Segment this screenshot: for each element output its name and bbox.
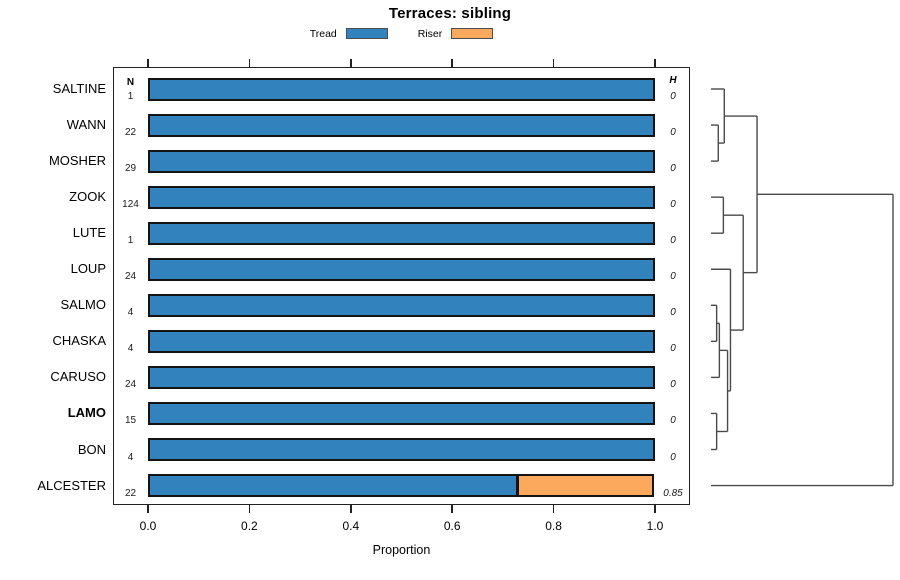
n-value: 4 bbox=[127, 343, 134, 355]
x-axis-tick bbox=[654, 505, 656, 513]
bar-row bbox=[148, 329, 655, 353]
x-axis-top-tick bbox=[147, 59, 149, 67]
n-value: 29 bbox=[124, 163, 137, 175]
row-label: WANN bbox=[66, 117, 106, 133]
bar-row bbox=[148, 401, 655, 425]
h-value: 0 bbox=[670, 235, 676, 247]
bar-row bbox=[148, 293, 655, 317]
x-axis-tick-label: 0.0 bbox=[139, 519, 157, 533]
bar-tread-segment bbox=[148, 401, 655, 425]
axis-title: Proportion bbox=[372, 543, 431, 557]
chart-title: Terraces: sibling bbox=[388, 5, 512, 22]
x-axis-top-tick bbox=[654, 59, 656, 67]
legend-item-tread: Tread bbox=[310, 28, 388, 40]
bar-row bbox=[148, 185, 655, 209]
x-axis-tick-label: 1.0 bbox=[646, 519, 664, 533]
bar-row bbox=[148, 149, 655, 173]
row-label: LOUP bbox=[70, 261, 106, 277]
x-axis-top-tick bbox=[350, 59, 352, 67]
x-axis-top-tick bbox=[451, 59, 453, 67]
h-value: 0 bbox=[670, 199, 676, 211]
x-axis-top-tick bbox=[248, 59, 251, 67]
legend-label-tread: Tread bbox=[309, 27, 337, 40]
bar-tread-segment bbox=[148, 474, 519, 498]
x-axis-top-tick bbox=[552, 59, 555, 67]
row-label: ZOOK bbox=[69, 189, 106, 205]
n-column-header: N bbox=[126, 77, 135, 88]
row-label: ALCESTER bbox=[37, 477, 106, 493]
h-value: 0 bbox=[670, 307, 676, 319]
bar-tread-segment bbox=[148, 293, 655, 317]
h-value: 0.85 bbox=[663, 487, 683, 499]
bar-tread-segment bbox=[148, 365, 655, 389]
x-axis-tick-label: 0.6 bbox=[443, 519, 461, 533]
h-column-header: H bbox=[669, 75, 677, 86]
x-axis-tick bbox=[147, 505, 149, 513]
bar-tread-segment bbox=[148, 113, 655, 137]
bar-tread-segment bbox=[148, 329, 655, 353]
bar-row bbox=[148, 438, 655, 461]
bar-row bbox=[148, 257, 655, 281]
row-label: LAMO bbox=[67, 405, 106, 421]
n-value: 22 bbox=[124, 487, 137, 499]
n-value: 22 bbox=[124, 127, 137, 139]
riser-swatch bbox=[451, 28, 494, 39]
bar-row bbox=[148, 365, 655, 389]
x-axis-tick bbox=[451, 505, 453, 513]
bar-row bbox=[148, 113, 655, 137]
bar-tread-segment bbox=[148, 257, 655, 281]
bar-tread-segment bbox=[148, 185, 655, 209]
n-value: 124 bbox=[122, 199, 139, 211]
row-label: SALMO bbox=[60, 297, 106, 313]
n-value: 4 bbox=[127, 307, 134, 319]
legend-label-riser: Riser bbox=[417, 27, 443, 40]
legend: Tread Riser bbox=[113, 26, 690, 41]
row-label: CARUSO bbox=[50, 369, 106, 385]
bar-tread-segment bbox=[148, 77, 655, 101]
bar-row bbox=[148, 77, 655, 101]
n-value: 24 bbox=[124, 271, 137, 283]
row-label: MOSHER bbox=[48, 153, 106, 169]
bar-tread-segment bbox=[148, 221, 655, 245]
tread-swatch bbox=[345, 28, 388, 39]
x-axis-tick-label: 0.4 bbox=[342, 519, 360, 533]
x-axis-tick bbox=[350, 505, 352, 513]
row-label: LUTE bbox=[72, 225, 106, 241]
n-value: 15 bbox=[124, 415, 137, 427]
bar-tread-segment bbox=[148, 438, 655, 461]
x-axis-tick bbox=[552, 505, 555, 513]
h-value: 0 bbox=[670, 379, 676, 391]
bar-tread-segment bbox=[148, 149, 655, 173]
row-label: BON bbox=[77, 441, 106, 457]
h-value: 0 bbox=[670, 127, 676, 139]
n-value: 1 bbox=[127, 91, 134, 102]
bar-riser-segment bbox=[517, 474, 654, 498]
legend-item-riser: Riser bbox=[418, 28, 494, 40]
x-axis-tick-label: 0.8 bbox=[545, 519, 562, 533]
x-axis-tick-label: 0.2 bbox=[241, 519, 258, 533]
h-value: 0 bbox=[670, 163, 676, 175]
plot-panel bbox=[113, 67, 690, 505]
row-label: CHASKA bbox=[52, 333, 106, 349]
x-axis-tick bbox=[248, 505, 251, 513]
h-value: 0 bbox=[670, 415, 676, 427]
n-value: 4 bbox=[127, 451, 134, 463]
n-value: 1 bbox=[127, 235, 134, 247]
n-value: 24 bbox=[124, 379, 137, 391]
h-value: 0 bbox=[670, 91, 676, 102]
bar-row bbox=[148, 221, 655, 245]
row-label: SALTINE bbox=[52, 81, 106, 96]
bar-row bbox=[148, 474, 654, 498]
h-value: 0 bbox=[670, 271, 676, 283]
h-value: 0 bbox=[670, 451, 676, 463]
h-value: 0 bbox=[670, 343, 676, 355]
